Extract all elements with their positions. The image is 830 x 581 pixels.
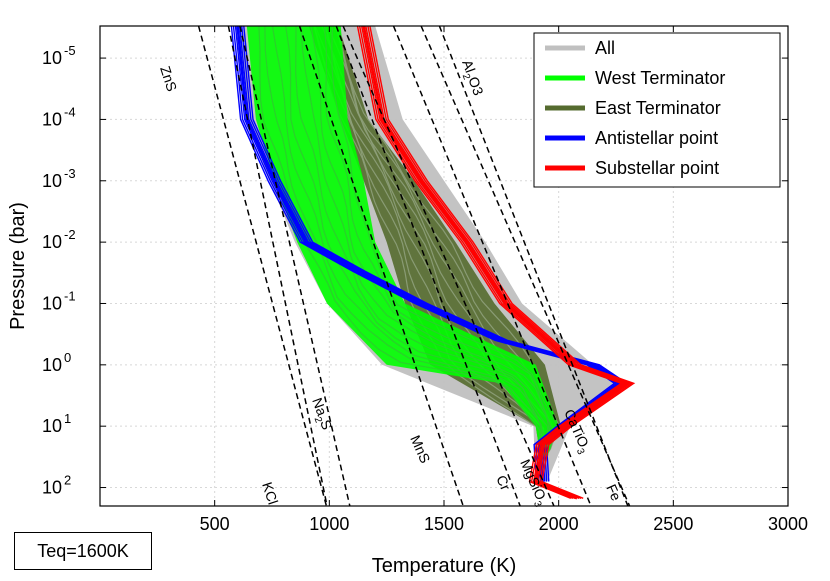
- y-tick-exponent: -2: [64, 227, 76, 242]
- condensation-label-kcl: KCl: [259, 480, 281, 506]
- y-tick-label: 10: [42, 171, 62, 191]
- label-base: Na: [309, 396, 330, 418]
- series-substellar-point: [356, 26, 623, 499]
- condensation-label-na2s: Na2S: [305, 396, 335, 434]
- plot-area: [230, 26, 636, 500]
- series-antistellar-point: [230, 26, 616, 482]
- condensation-curve-mns: [298, 26, 465, 506]
- legend-label: All: [595, 38, 615, 58]
- y-tick-exponent: -3: [64, 166, 76, 181]
- y-tick-base: 10: [42, 355, 62, 375]
- label-base: KCl: [259, 480, 281, 506]
- y-tick-exponent: 2: [64, 473, 71, 488]
- label-rest: O3: [465, 74, 486, 97]
- condensation-curves: [197, 26, 631, 506]
- condensation-label-fe: Fe: [603, 482, 624, 504]
- condensation-curve-cr: [335, 26, 521, 506]
- y-tick-label: 10: [42, 355, 62, 375]
- label-base: ZnS: [157, 64, 180, 93]
- y-tick-exponent: 1: [64, 411, 71, 426]
- series-substellar-point: [369, 26, 636, 499]
- profile-line: [331, 26, 559, 456]
- condensation-label-mns: MnS: [407, 433, 433, 466]
- label-base: Cr: [493, 473, 514, 493]
- y-tick-base: 10: [42, 171, 62, 191]
- condensation-curve-na2s: [239, 26, 351, 506]
- legend-label: Substellar point: [595, 158, 719, 178]
- condensation-curve-catio3: [392, 26, 592, 506]
- label-base: Fe: [603, 482, 624, 504]
- x-tick-label: 500: [200, 514, 230, 534]
- x-tick-label: 2000: [539, 514, 579, 534]
- legend-label: West Terminator: [595, 68, 725, 88]
- label-subscript: 3: [574, 447, 586, 457]
- condensation-curve-kcl: [227, 26, 328, 506]
- y-tick-exponent: -5: [64, 43, 76, 58]
- y-tick-base: 10: [42, 416, 62, 436]
- y-tick-label: 10: [42, 232, 62, 252]
- legend: All West Terminator East Terminator Antiste…: [533, 32, 781, 188]
- label-subscript: 3: [531, 499, 543, 509]
- profile-line: [258, 26, 543, 456]
- condensation-curve-al2o3: [438, 26, 629, 506]
- condensation-label-cr: Cr: [493, 473, 514, 493]
- label-subscript: 2: [312, 415, 324, 424]
- x-axis-title: Temperature (K): [372, 555, 517, 577]
- y-tick-exponent: -1: [64, 288, 76, 303]
- y-tick-base: 10: [42, 48, 62, 68]
- x-tick-label: 3000: [768, 514, 808, 534]
- y-tick-base: 10: [42, 478, 62, 498]
- y-axis-title: Pressure (bar): [7, 202, 29, 330]
- y-tick-exponent: 0: [64, 350, 71, 365]
- condensation-label-al2o3: Al2O3: [455, 58, 486, 100]
- series-substellar-point: [365, 26, 632, 499]
- condensation-curve-fe: [420, 26, 631, 506]
- y-tick-base: 10: [42, 232, 62, 252]
- profile-line: [285, 26, 547, 456]
- teq-annotation-box: Teq=1600K: [14, 532, 152, 570]
- y-tick-label: 10: [42, 48, 62, 68]
- condensation-label-zns: ZnS: [157, 64, 180, 93]
- profile-line: [264, 26, 543, 456]
- label-subscript: 2: [460, 72, 472, 81]
- y-tick-label: 10: [42, 416, 62, 436]
- legend-label: Antistellar point: [595, 128, 718, 148]
- series-substellar-point: [367, 26, 634, 499]
- envelope-west-terminator: [246, 26, 559, 456]
- label-base: MnS: [407, 433, 433, 466]
- y-tick-label: 10: [42, 293, 62, 313]
- y-tick-label: 10: [42, 478, 62, 498]
- legend-label: East Terminator: [595, 98, 721, 118]
- x-tick-label: 1500: [424, 514, 464, 534]
- x-tick-label: 2500: [653, 514, 693, 534]
- x-tick-label: 1000: [309, 514, 349, 534]
- label-base: Al: [459, 58, 478, 75]
- condensation-curve-zns: [197, 26, 328, 506]
- profile-line: [295, 26, 550, 456]
- y-tick-label: 10: [42, 109, 62, 129]
- y-tick-base: 10: [42, 109, 62, 129]
- y-tick-base: 10: [42, 293, 62, 313]
- series-substellar-point: [362, 26, 631, 500]
- profile-line: [271, 26, 545, 456]
- y-tick-exponent: -4: [64, 104, 76, 119]
- series-substellar-point: [358, 26, 625, 499]
